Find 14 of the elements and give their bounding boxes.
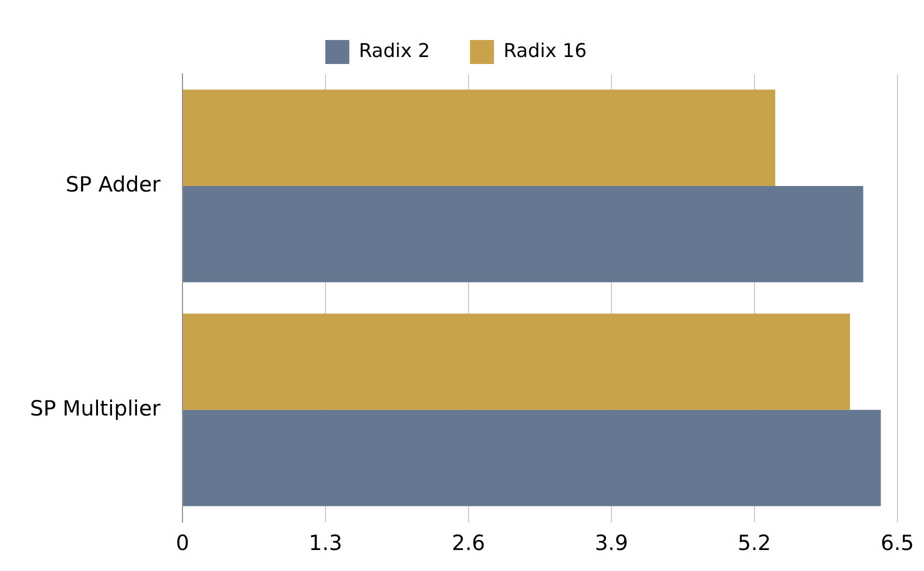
bar	[183, 186, 864, 282]
bar	[183, 410, 881, 506]
legend-label: Radix 16	[503, 40, 587, 62]
x-tick-label: 6.5	[880, 530, 914, 555]
y-tick-label: SP Adder	[66, 172, 161, 196]
bar	[183, 90, 776, 186]
x-tick-label: 2.6	[452, 530, 486, 555]
y-tick-label: SP Multiplier	[30, 396, 161, 420]
x-tick-label: 0	[176, 530, 190, 555]
bar	[183, 314, 850, 410]
x-tick-label: 5.2	[738, 530, 772, 555]
x-tick-label: 3.9	[594, 530, 628, 555]
legend-label: Radix 2	[358, 40, 430, 62]
x-tick-label: 1.3	[308, 530, 342, 555]
